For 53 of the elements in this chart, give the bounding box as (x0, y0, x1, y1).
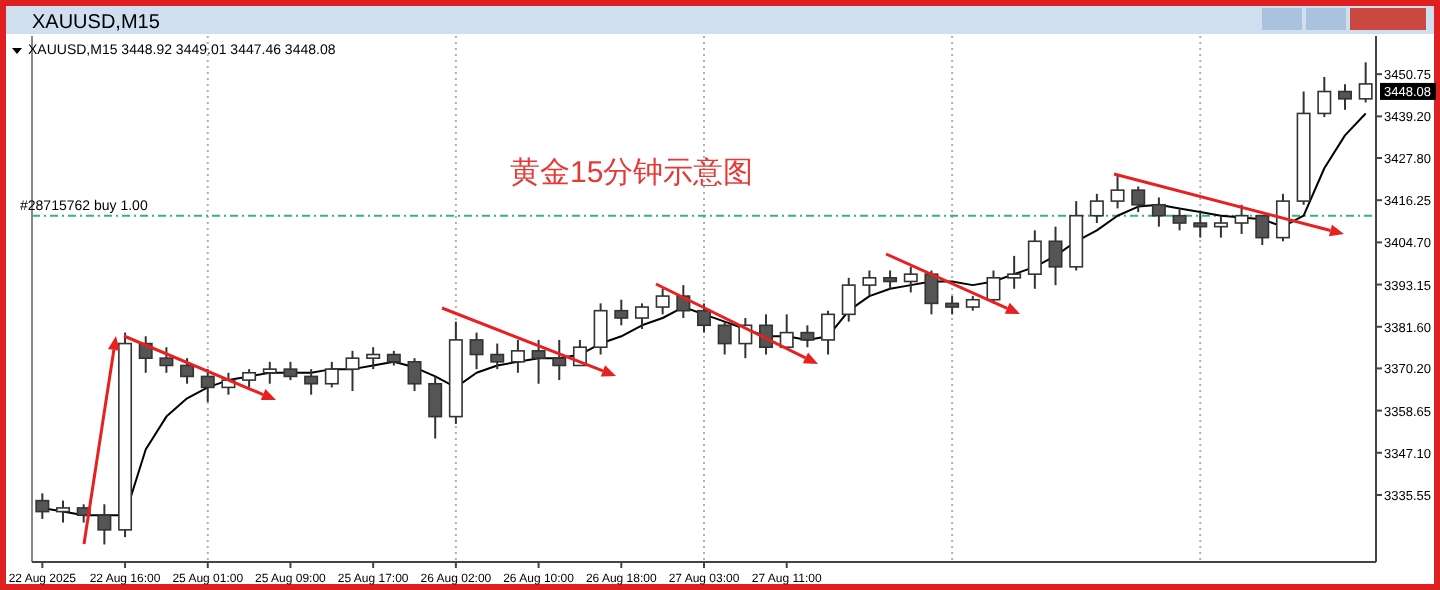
candlestick (1131, 185, 1146, 214)
candlestick (469, 331, 484, 371)
candlestick (366, 346, 381, 371)
candlestick (490, 342, 505, 371)
candlestick (593, 302, 608, 356)
candlestick (1275, 192, 1290, 243)
candlestick (159, 346, 174, 374)
candlestick (283, 360, 298, 382)
candlestick (1172, 207, 1187, 232)
candlestick (883, 269, 898, 290)
candlestick (1089, 192, 1104, 225)
candlestick (800, 324, 815, 349)
candlestick (304, 368, 319, 396)
candlestick (779, 313, 794, 349)
candlestick (655, 287, 670, 316)
candlestick (1358, 61, 1373, 104)
candlestick (821, 309, 836, 356)
chart-title: XAUUSD,M15 (32, 12, 161, 34)
candlestick (862, 269, 877, 298)
candlestick (200, 368, 215, 404)
candlestick (531, 338, 546, 385)
candlestick (262, 360, 277, 385)
candlestick (1255, 214, 1270, 246)
candlestick (35, 492, 50, 520)
candlestick (510, 338, 525, 374)
candlestick (56, 499, 71, 524)
candlestick (924, 269, 939, 316)
candlestick (407, 357, 422, 393)
annotation: 黄金15分钟示意图 (510, 156, 754, 190)
candlestick (1110, 174, 1125, 210)
candlestick (1213, 214, 1228, 239)
candlestick (552, 338, 567, 382)
candlestick (1048, 225, 1063, 287)
candlestick (1317, 75, 1332, 119)
candlestick (717, 320, 732, 356)
candlestick (1007, 254, 1022, 290)
candlestick (614, 298, 629, 327)
candlestick (345, 349, 360, 393)
candlestick (180, 357, 195, 385)
candlestick (1234, 203, 1249, 235)
candlestick (1027, 229, 1042, 290)
candlestick (634, 302, 649, 330)
candlestick (324, 360, 339, 389)
candlestick (697, 302, 711, 334)
candlestick (428, 375, 443, 440)
candlestick (903, 265, 918, 294)
candlestick (1193, 211, 1208, 239)
candlestick (1151, 196, 1166, 228)
candlestick (1337, 83, 1352, 111)
candlestick (945, 295, 960, 316)
candlestick (97, 503, 112, 546)
candlestick (242, 368, 257, 389)
candlestick (841, 276, 856, 323)
